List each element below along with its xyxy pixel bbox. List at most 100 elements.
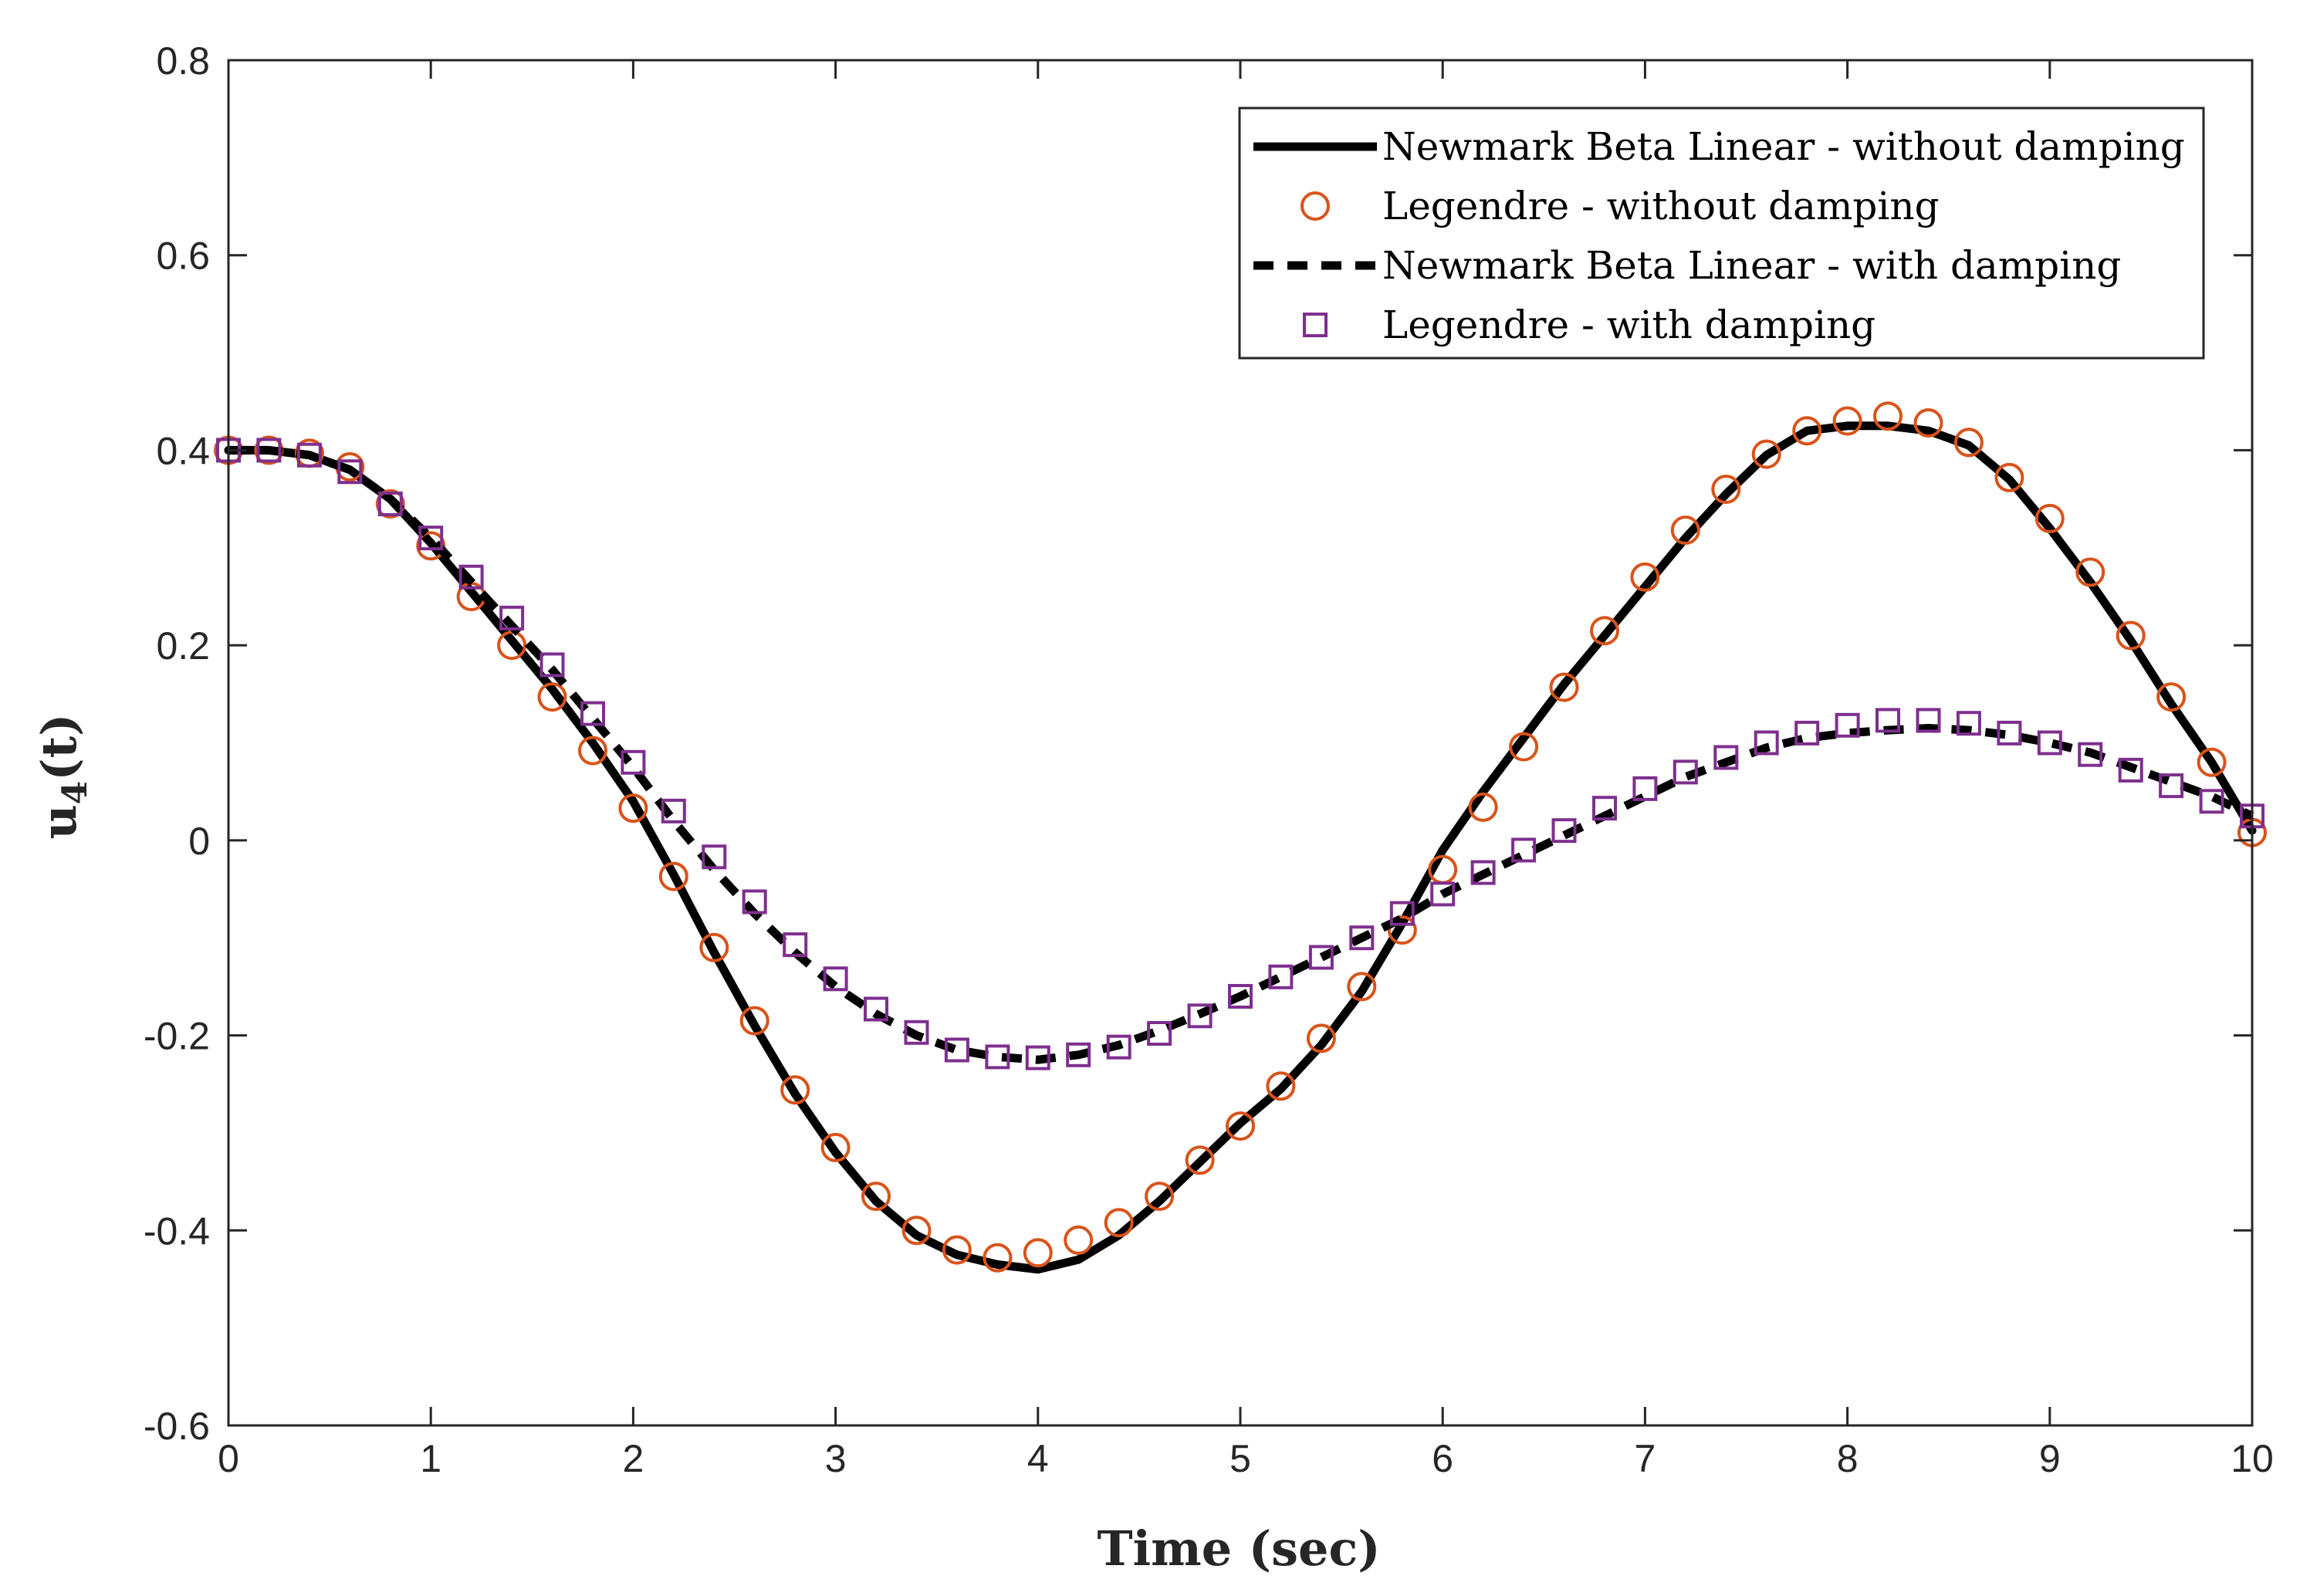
data-point-circle (2156, 682, 2187, 712)
data-point-square (1997, 720, 2022, 746)
data-point-circle (2197, 747, 2227, 777)
data-point-square (539, 652, 565, 678)
data-point-square (904, 1019, 929, 1045)
series-line (224, 421, 2257, 1274)
data-point-circle (1509, 732, 1539, 762)
data-point-circle (1751, 439, 1781, 469)
legend-label: Legendre - with damping (1382, 303, 1876, 347)
data-point-square (458, 564, 484, 590)
y-tick-label: 0.8 (156, 39, 210, 83)
x-tick-label: 9 (2039, 1437, 2061, 1480)
data-point-square (1592, 796, 1617, 821)
legend-item: Legendre - with damping (1303, 303, 1876, 347)
data-point-circle (983, 1243, 1013, 1273)
legend-box (1238, 107, 2205, 360)
data-point-square (1430, 881, 1456, 907)
data-point-circle (1306, 1023, 1336, 1053)
data-point-square (823, 966, 848, 992)
data-point-square (742, 889, 767, 915)
data-point-square (2159, 773, 2184, 799)
data-point-circle (1630, 562, 1660, 592)
data-point-circle (2116, 620, 2146, 651)
series-1 (224, 421, 2257, 1274)
x-tick-label: 0 (218, 1437, 239, 1480)
legend-label: Newmark Beta Linear - without damping (1382, 124, 2185, 169)
legend-item: Newmark Beta Linear - with damping (1253, 243, 2121, 288)
data-point-circle (578, 735, 607, 766)
data-point-square (1673, 759, 1698, 785)
data-point-square (2199, 789, 2224, 814)
y-tick-label: 0.2 (156, 624, 210, 668)
data-point-square (1268, 964, 1294, 989)
y-axis-title-suffix: (t) (31, 713, 87, 780)
data-point-circle (1994, 462, 2024, 492)
data-point-circle (1145, 1182, 1175, 1212)
data-point-circle (1832, 406, 1862, 436)
data-point-square (1066, 1042, 1091, 1067)
legend: Newmark Beta Linear - without damping Leg… (1238, 107, 2205, 360)
data-point-square (1916, 708, 1941, 733)
data-point-square (661, 798, 686, 823)
y-tick-label: 0.4 (156, 429, 210, 472)
data-point-square (1106, 1034, 1131, 1060)
y-tick-label: -0.4 (144, 1209, 210, 1253)
series-line (228, 445, 2254, 1064)
y-tick-label: -0.2 (144, 1015, 210, 1058)
y-axis-title-subscript: 4 (56, 781, 95, 805)
y-axis-title-main: u (31, 804, 87, 839)
data-point-circle (1023, 1238, 1053, 1268)
data-point-square (1835, 712, 1860, 738)
data-point-circle (1226, 1111, 1255, 1141)
legend-symbol-circle (1301, 191, 1330, 221)
legend-label: Legendre - without damping (1382, 184, 1940, 228)
data-point-circle (1468, 792, 1498, 822)
x-tick-label: 3 (825, 1437, 847, 1480)
legend-item: Legendre - without damping (1301, 184, 1940, 228)
data-point-square (1025, 1045, 1050, 1070)
data-point-circle (699, 932, 729, 962)
x-tick-label: 8 (1837, 1437, 1859, 1480)
data-point-circle (537, 682, 567, 712)
data-point-circle (2075, 557, 2106, 587)
series-3 (228, 445, 2254, 1064)
x-tick-label: 10 (2231, 1437, 2274, 1480)
data-point-square (499, 605, 525, 631)
data-point-circle (820, 1132, 851, 1162)
data-point-square (418, 526, 444, 551)
x-axis-title: Time (sec) (1097, 1520, 1380, 1577)
y-tick-label: -0.6 (144, 1405, 210, 1448)
data-point-square (985, 1044, 1010, 1070)
x-tick-label: 5 (1229, 1437, 1251, 1480)
data-point-square (864, 996, 888, 1022)
data-point-circle (1387, 915, 1417, 945)
data-point-square (1511, 837, 1537, 863)
data-point-circle (1266, 1071, 1296, 1101)
data-point-circle (780, 1075, 810, 1105)
data-point-square (783, 932, 808, 958)
data-point-square (621, 749, 646, 775)
data-point-square (1551, 818, 1577, 844)
data-point-square (1754, 730, 1779, 756)
data-point-circle (1913, 408, 1943, 438)
data-point-square (1713, 745, 1739, 770)
data-point-circle (1064, 1225, 1094, 1255)
data-point-circle (1347, 972, 1377, 1002)
data-point-circle (1792, 416, 1822, 446)
data-point-square (256, 438, 282, 463)
data-point-square (1349, 925, 1375, 951)
data-point-circle (942, 1235, 972, 1265)
data-point-circle (2034, 503, 2065, 533)
y-tick-label: 0.6 (156, 235, 210, 278)
legend-item: Newmark Beta Linear - without damping (1253, 124, 2185, 169)
data-point-square (1308, 945, 1334, 970)
data-point-square (1147, 1021, 1172, 1046)
data-point-circle (1953, 428, 1984, 458)
data-point-circle (618, 793, 648, 823)
data-point-circle (497, 631, 527, 661)
data-point-circle (1590, 616, 1619, 646)
data-point-circle (375, 489, 405, 519)
legend-symbol-square (1303, 313, 1328, 337)
data-point-circle (901, 1216, 932, 1246)
x-tick-label: 6 (1432, 1437, 1453, 1480)
x-tick-label: 2 (622, 1437, 644, 1480)
